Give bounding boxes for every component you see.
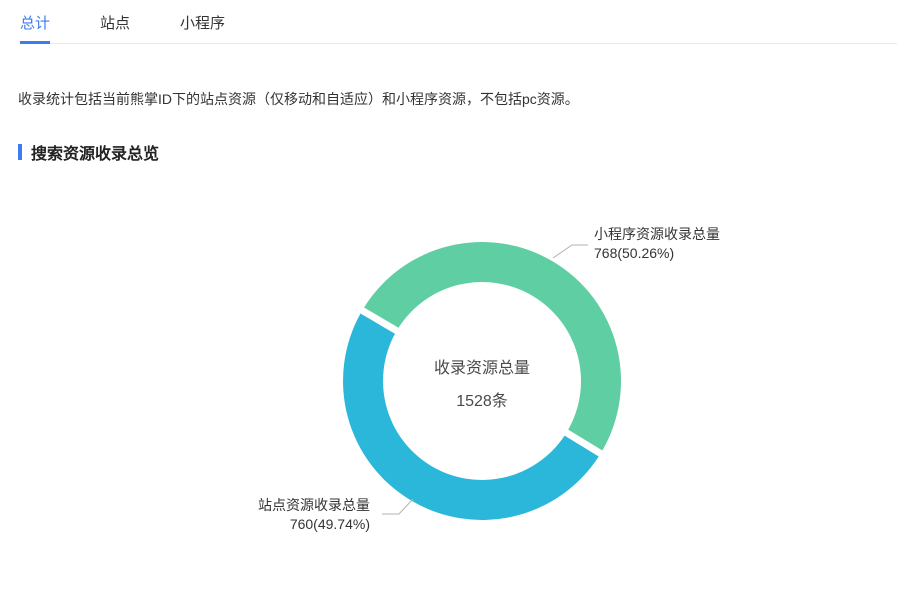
leader-line-mini-program [552, 244, 588, 259]
tab-total[interactable]: 总计 [20, 2, 51, 44]
pie-label-site: 站点资源收录总量 760(49.74%) [170, 496, 370, 534]
section-accent-bar [18, 144, 22, 160]
tab-bar: 总计 站点 小程序 [20, 0, 897, 44]
pie-label-site-name: 站点资源收录总量 [258, 497, 370, 513]
pie-label-mini-program-name: 小程序资源收录总量 [594, 226, 720, 242]
donut-segment-mini-program[interactable] [364, 242, 621, 451]
description-text: 收录统计包括当前熊掌ID下的站点资源（仅移动和自适应）和小程序资源，不包括pc资… [18, 91, 579, 107]
pie-label-mini-program: 小程序资源收录总量 768(50.26%) [594, 225, 720, 263]
center-label-value: 1528条 [456, 393, 508, 410]
section-header: 搜索资源收录总览 [18, 140, 159, 164]
leader-line-site [382, 498, 414, 515]
donut-center-label: 收录资源总量 1528条 [382, 352, 582, 418]
tab-mini-program[interactable]: 小程序 [180, 15, 226, 32]
donut-segment-site[interactable] [343, 313, 599, 520]
section-title: 搜索资源收录总览 [31, 146, 160, 163]
pie-label-site-value: 760(49.74%) [289, 516, 370, 532]
pie-label-mini-program-value: 768(50.26%) [594, 245, 675, 261]
tab-site[interactable]: 站点 [100, 15, 131, 32]
center-label-title: 收录资源总量 [433, 360, 530, 377]
